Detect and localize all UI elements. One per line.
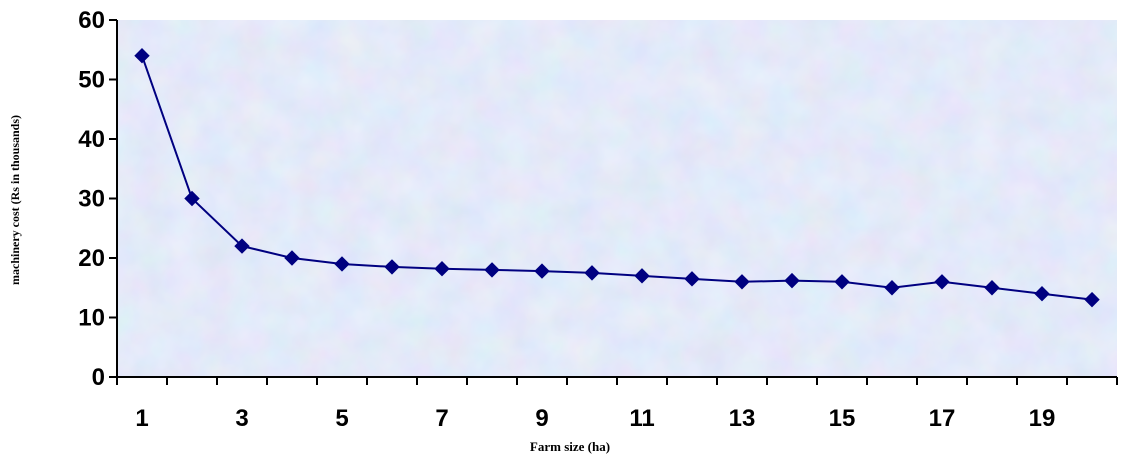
plot-background-texture	[117, 20, 1117, 377]
data-point-marker	[484, 262, 500, 278]
data-point-marker	[234, 238, 250, 254]
x-tick-label: 19	[1029, 405, 1056, 432]
data-point-marker	[984, 280, 1000, 296]
y-tick-label: 20	[78, 245, 105, 272]
x-tick-label: 1	[135, 405, 148, 432]
data-point-marker	[1034, 285, 1050, 302]
series-layer	[134, 47, 1100, 308]
data-point-marker	[384, 259, 400, 275]
y-tick-label: 30	[78, 186, 105, 213]
y-tick-label: 0	[92, 364, 105, 391]
data-point-marker	[634, 268, 650, 284]
data-point-marker	[584, 265, 600, 281]
data-point-marker	[284, 250, 300, 266]
x-tick-label: 9	[535, 405, 548, 432]
x-tick-label: 15	[829, 405, 856, 432]
y-tick-label: 40	[78, 126, 105, 153]
x-tick-label: 3	[235, 405, 248, 432]
data-point-marker	[684, 271, 700, 287]
data-point-marker	[934, 274, 950, 290]
data-point-marker	[334, 256, 350, 272]
data-point-marker	[134, 47, 150, 64]
x-tick-label: 17	[929, 405, 956, 432]
x-axis-ticks: 1 3 5 7 9 11 13 15 17 19	[116, 377, 1118, 432]
y-tick-label: 50	[78, 67, 105, 94]
data-point-marker	[534, 263, 550, 279]
y-tick-label: 10	[78, 305, 105, 332]
data-point-marker	[784, 272, 800, 289]
series-line	[141, 55, 1093, 301]
x-axis-title: Farm size (ha)	[530, 439, 610, 454]
x-tick-label: 5	[335, 405, 348, 432]
x-tick-label: 7	[435, 405, 448, 432]
y-axis-ticks: 0 10 20 30 40 50 60	[78, 7, 117, 391]
data-point-marker	[434, 261, 450, 277]
data-point-marker	[884, 280, 900, 296]
x-tick-label: 11	[629, 405, 654, 432]
y-axis-title: machinery cost (Rs in thousands)	[8, 115, 22, 285]
data-point-marker	[834, 274, 850, 290]
data-point-marker	[734, 274, 750, 290]
data-point-marker	[1084, 291, 1100, 308]
x-tick-label: 13	[729, 405, 756, 432]
data-point-marker	[184, 190, 200, 207]
y-tick-label: 60	[78, 7, 105, 34]
plot-area	[117, 20, 1117, 377]
